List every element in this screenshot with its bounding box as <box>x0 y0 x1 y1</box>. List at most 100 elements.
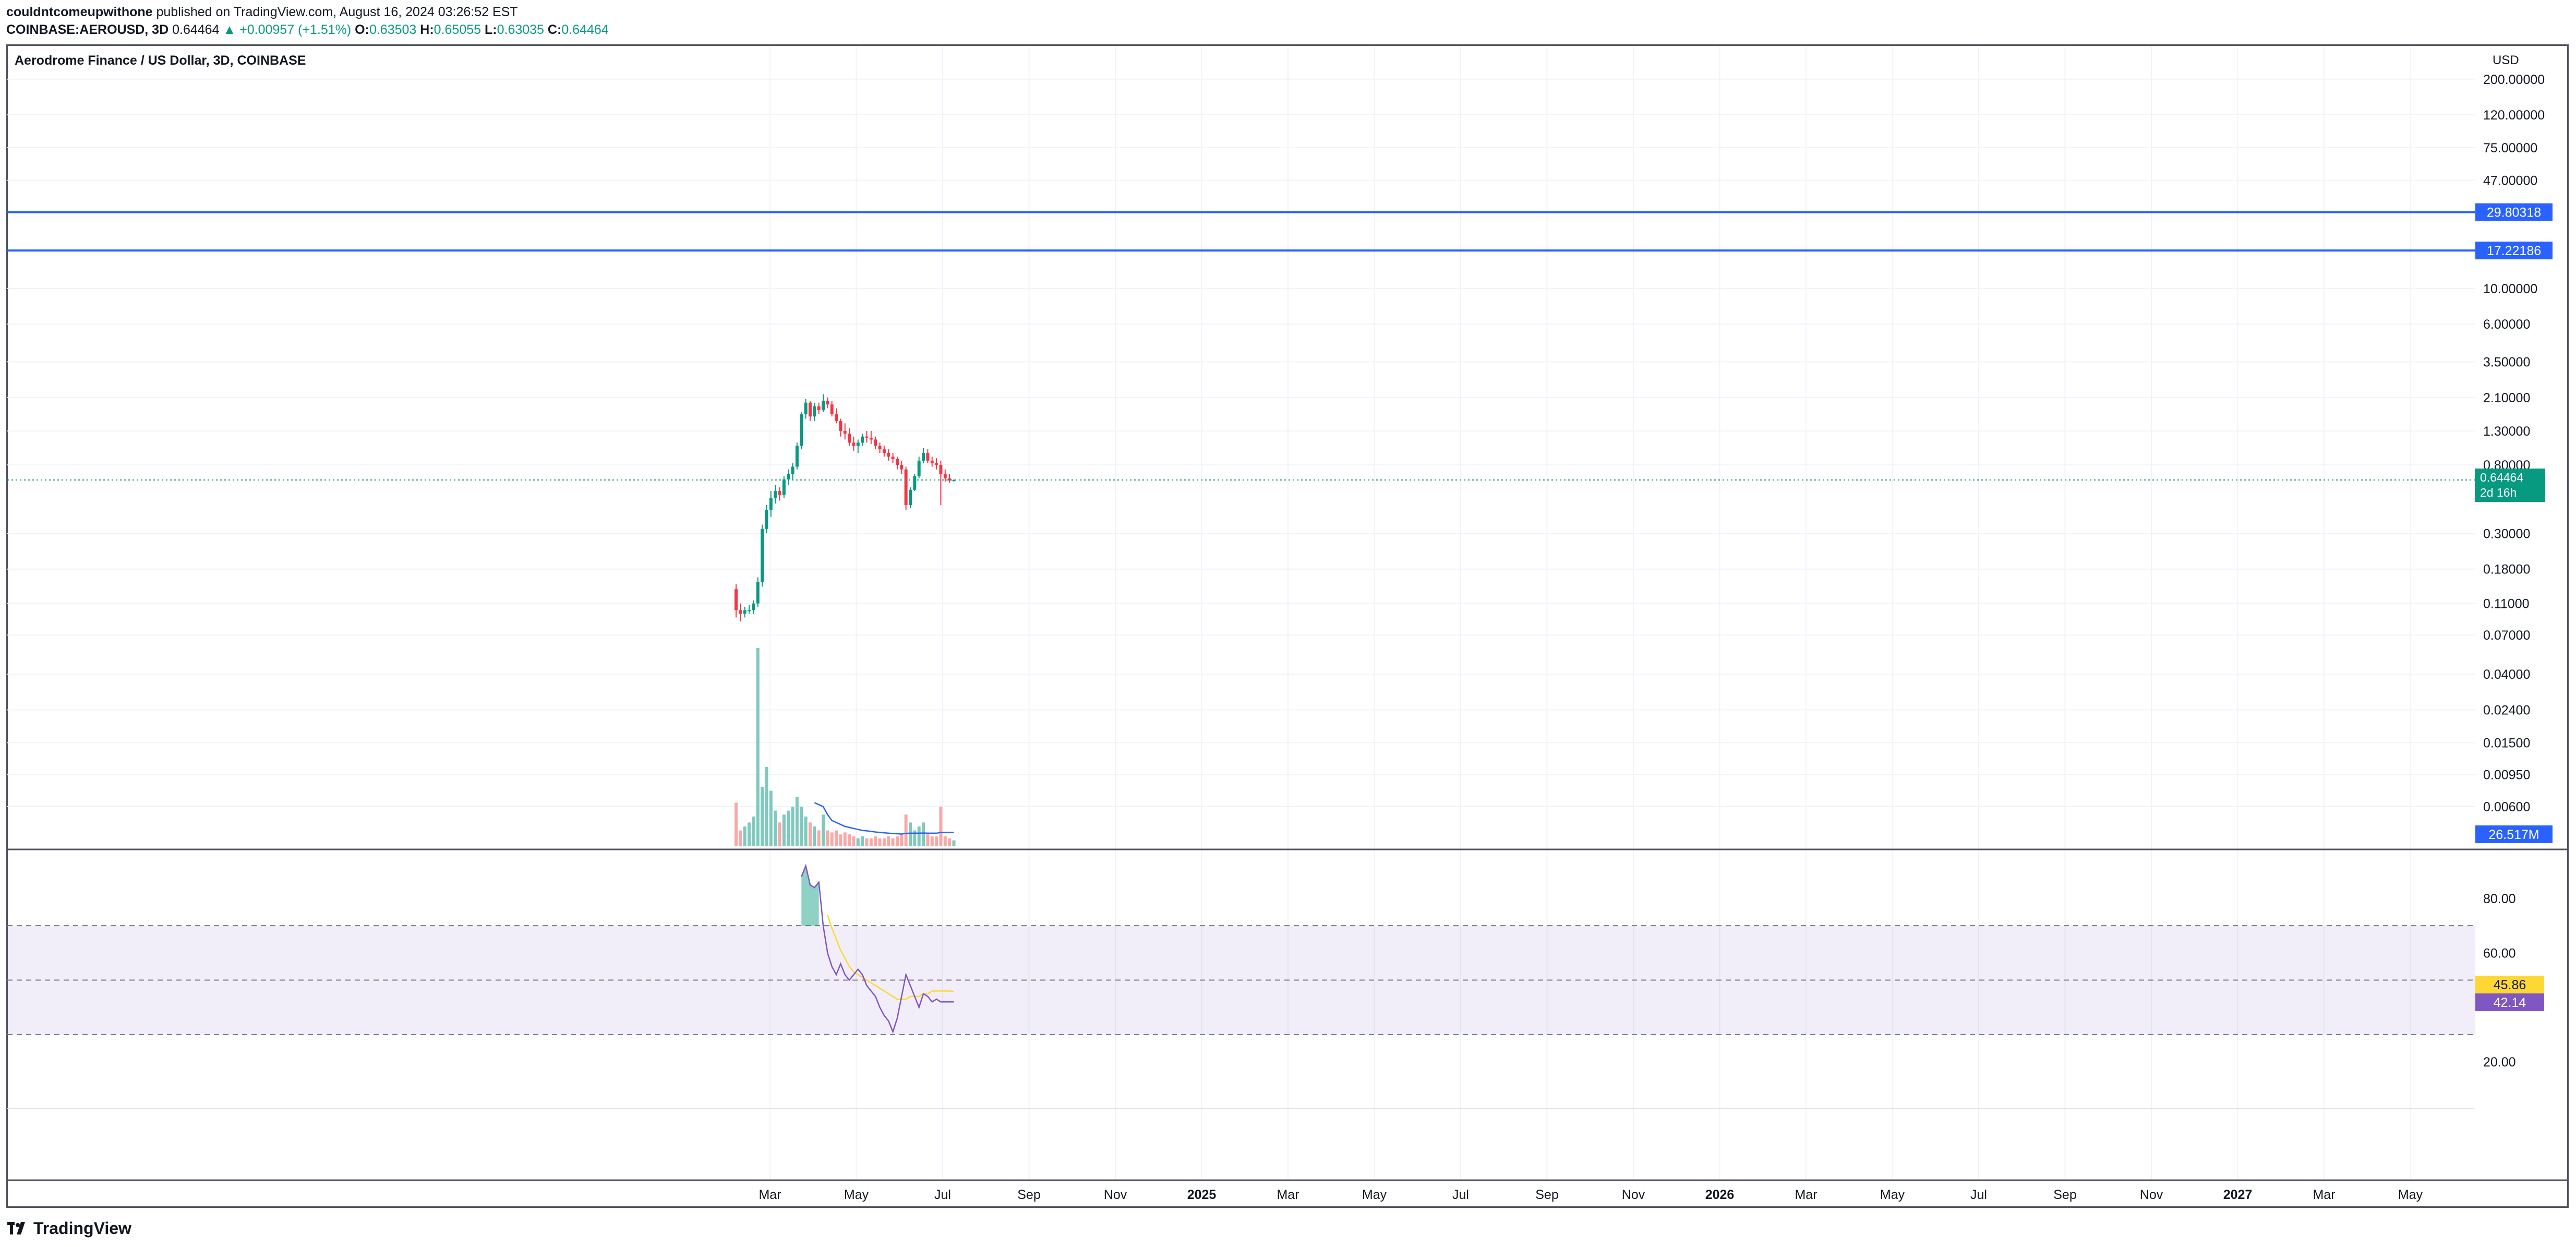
logo-text: TradingView <box>33 1218 131 1238</box>
price-tick-label: 0.01500 <box>2483 736 2530 750</box>
volume-bar <box>813 826 816 846</box>
candle-body <box>952 479 956 481</box>
candle-body <box>835 414 838 421</box>
price-tick-label: 10.00000 <box>2483 282 2537 296</box>
volume-tag <box>2475 825 2553 843</box>
candles <box>735 394 956 622</box>
price-tick-label: 75.00000 <box>2483 141 2537 155</box>
rsi-ma-tag-label: 45.86 <box>2494 978 2526 992</box>
candle-body <box>822 401 825 411</box>
candle-body <box>895 459 899 465</box>
candle-body <box>848 434 851 443</box>
candle-body <box>843 431 847 434</box>
volume-bar <box>887 836 890 846</box>
published-text: published on TradingView.com, August 16,… <box>156 5 518 19</box>
time-tick-label: Sep <box>1017 1188 1040 1202</box>
candle-body <box>761 529 764 582</box>
rsi-ma-line <box>827 914 954 1000</box>
volume-bar <box>861 836 864 846</box>
high-value: 0.65055 <box>434 22 482 37</box>
candle-body <box>930 460 934 463</box>
rsi-tick-label: 20.00 <box>2483 1055 2516 1070</box>
rsi-pane: 45.86 42.14 <box>7 864 2544 1035</box>
candle-body <box>900 465 904 470</box>
horizontal-lines: 29.80318 17.22186 <box>7 203 2553 481</box>
volume-bar <box>909 822 912 846</box>
volume-bar <box>891 838 895 846</box>
low-value: 0.63035 <box>497 22 544 37</box>
bar-countdown: 2d 16h <box>2480 486 2517 499</box>
candle-body <box>917 460 921 476</box>
volume-bar <box>769 790 773 846</box>
volume-bar <box>804 817 808 846</box>
currency-button[interactable]: USD <box>2493 53 2519 67</box>
volume-bar <box>913 830 917 846</box>
time-tick-label: Mar <box>759 1188 781 1202</box>
tradingview-logo-icon <box>7 1222 25 1234</box>
rsi-ma-tag <box>2475 976 2544 993</box>
open-value: 0.63503 <box>369 22 417 37</box>
candle-body <box>795 446 799 467</box>
candle-body <box>926 452 930 461</box>
volume-bar <box>808 822 812 846</box>
candle-body <box>739 610 742 614</box>
candle-body <box>913 476 917 490</box>
volume-tag-label: 26.517M <box>2488 828 2539 842</box>
time-tick-label: May <box>1880 1188 1905 1202</box>
price-tick-label: 6.00000 <box>2483 317 2530 332</box>
time-tick-label: May <box>2398 1188 2423 1202</box>
chart-title: Aerodrome Finance / US Dollar, 3D, COINB… <box>15 53 306 68</box>
time-tick-label: Nov <box>1622 1188 1645 1202</box>
time-tick-label: Mar <box>1277 1188 1299 1202</box>
volume-bar <box>752 817 755 846</box>
price-tick-label: 1.30000 <box>2483 424 2530 439</box>
volume-bar <box>839 834 842 846</box>
current-price-tag: 0.64464 2d 16h <box>2475 469 2545 502</box>
candle-body <box>935 463 938 465</box>
level-price-label: 29.80318 <box>2487 206 2541 220</box>
candle-body <box>808 402 812 417</box>
volume-bar <box>882 838 886 846</box>
candle-body <box>948 478 952 481</box>
volume-bar <box>748 822 751 846</box>
volume-bar <box>800 807 803 846</box>
time-tick-label: May <box>844 1188 869 1202</box>
volume-bar <box>917 826 921 846</box>
price-tick-label: 0.04000 <box>2483 667 2530 682</box>
volume-bar <box>895 836 899 846</box>
volume-bar <box>761 787 764 846</box>
candle-body <box>865 436 869 438</box>
volume-bar <box>735 802 738 846</box>
chart-frame <box>6 44 2569 1208</box>
candle-body <box>891 457 895 459</box>
low-label: L: <box>484 22 497 37</box>
candle-body <box>878 446 882 450</box>
volume-bar <box>948 838 952 846</box>
candle-body <box>904 469 908 506</box>
candle-body <box>813 406 816 417</box>
level-price-tag <box>2475 203 2553 221</box>
up-arrow-icon: ▲ <box>223 22 236 37</box>
rsi-tag <box>2475 993 2544 1011</box>
volume-bar <box>852 836 856 846</box>
chart-grid <box>7 47 2475 1180</box>
volume-bar <box>869 838 873 846</box>
time-tick-label: Sep <box>1535 1188 1558 1202</box>
candle-body <box>839 421 842 431</box>
candle-body <box>887 452 890 457</box>
tradingview-logo[interactable]: TradingView <box>7 1218 131 1239</box>
author-name[interactable]: couldntcomeupwithone <box>6 5 153 19</box>
candle-body <box>756 582 760 604</box>
price-tick-label: 2.10000 <box>2483 391 2530 405</box>
price-tick-label: 0.02400 <box>2483 703 2530 717</box>
volume-bar <box>848 834 851 846</box>
volume-bar <box>939 807 943 846</box>
volume-bar <box>943 836 947 846</box>
candle-body <box>804 402 808 415</box>
volume-bar <box>835 830 838 846</box>
symbol-label: COINBASE:AEROUSD, 3D <box>6 22 169 37</box>
time-tick-label: Nov <box>2140 1188 2163 1202</box>
volume-bar <box>830 832 834 846</box>
time-tick-label: Jul <box>1452 1188 1469 1202</box>
